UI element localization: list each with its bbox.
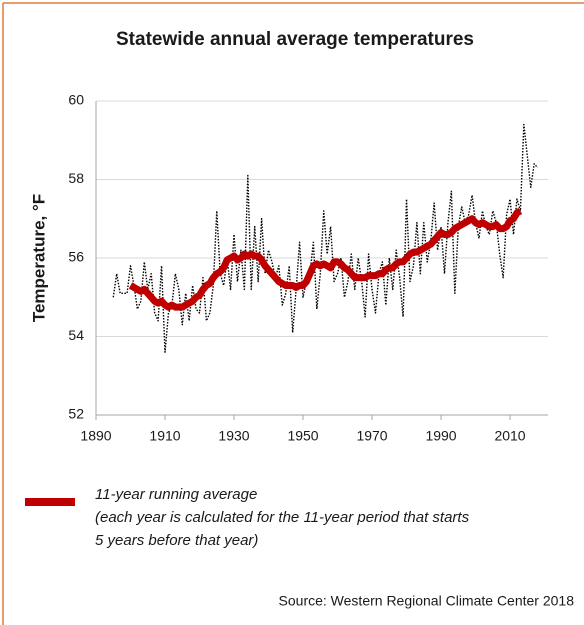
x-tick-label: 1990	[425, 428, 456, 444]
x-tick-label: 1970	[356, 428, 387, 444]
x-tick-label: 1950	[287, 428, 318, 444]
legend-note: (each year is calculated for the 11-year…	[95, 509, 470, 526]
y-axis-label: Temperature, °F	[29, 194, 48, 322]
y-tick-label: 52	[68, 406, 84, 422]
x-tick-label: 1890	[80, 428, 111, 444]
x-tick-label: 2010	[494, 428, 525, 444]
chart-title: Statewide annual average temperatures	[116, 29, 474, 50]
y-tick-label: 58	[68, 170, 84, 186]
x-tick-label: 1930	[218, 428, 249, 444]
annual-line	[112, 123, 539, 353]
legend-label: 11-year running average	[95, 486, 257, 503]
legend-note: 5 years before that year)	[95, 532, 258, 549]
source: Source: Western Regional Climate Center …	[279, 593, 575, 609]
y-tick-label: 56	[68, 249, 84, 265]
x-tick-label: 1910	[149, 428, 180, 444]
y-tick-label: 54	[68, 327, 84, 343]
y-tick-label: 60	[68, 92, 84, 108]
running-average-line	[128, 207, 523, 311]
